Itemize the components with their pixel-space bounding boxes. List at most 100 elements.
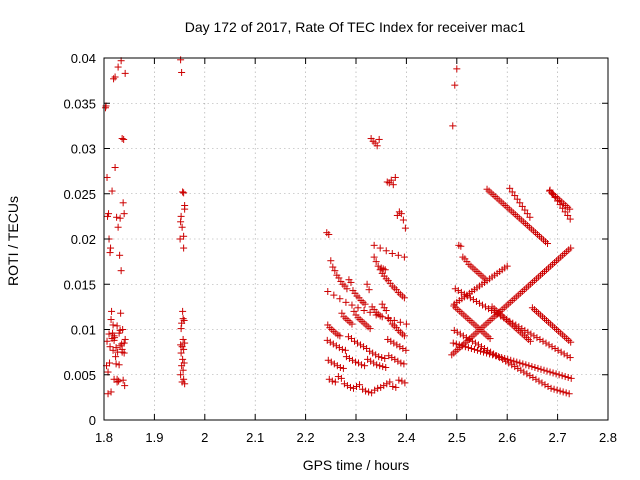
data-point xyxy=(119,376,127,384)
y-tick-label: 0.025 xyxy=(63,187,96,202)
data-point xyxy=(179,335,187,343)
data-point xyxy=(336,332,344,340)
data-point xyxy=(539,337,547,345)
data-point xyxy=(358,361,366,369)
data-point xyxy=(328,377,336,385)
data-point xyxy=(526,213,534,221)
data-point xyxy=(553,386,561,394)
data-point xyxy=(121,69,129,77)
data-point xyxy=(551,345,559,353)
data-point xyxy=(402,346,410,354)
data-point xyxy=(366,347,374,355)
data-point xyxy=(336,364,344,372)
data-point xyxy=(499,355,507,363)
data-point xyxy=(397,210,405,218)
data-point xyxy=(180,189,188,197)
data-point xyxy=(108,187,116,195)
data-point xyxy=(526,372,534,380)
data-point xyxy=(380,382,388,390)
data-point xyxy=(111,73,119,81)
data-point xyxy=(396,318,404,326)
data-point xyxy=(106,359,114,367)
data-point xyxy=(121,335,129,343)
data-point xyxy=(503,316,511,324)
data-point xyxy=(376,266,384,274)
data-point xyxy=(566,215,574,223)
data-point xyxy=(540,366,548,374)
data-point xyxy=(544,240,552,248)
data-point xyxy=(531,364,539,372)
data-point xyxy=(513,358,521,366)
data-point xyxy=(505,359,513,367)
data-point xyxy=(338,345,346,353)
data-point xyxy=(377,383,385,391)
data-point xyxy=(456,330,464,338)
data-point xyxy=(347,278,355,286)
data-point xyxy=(401,224,409,232)
data-point xyxy=(180,244,188,252)
data-point xyxy=(451,81,459,89)
data-point xyxy=(341,346,349,354)
data-point xyxy=(376,362,384,370)
data-point xyxy=(113,213,121,221)
data-point xyxy=(115,377,123,385)
data-point xyxy=(356,381,364,389)
data-point xyxy=(560,350,568,358)
data-point xyxy=(551,193,559,201)
data-point xyxy=(346,383,354,391)
data-point xyxy=(474,341,482,349)
data-point xyxy=(370,241,378,249)
data-point xyxy=(338,309,346,317)
data-point xyxy=(526,337,534,345)
data-point xyxy=(559,204,567,212)
data-point xyxy=(529,373,537,381)
data-point xyxy=(383,380,391,388)
data-point xyxy=(333,362,341,370)
data-point xyxy=(109,321,117,329)
data-point xyxy=(567,374,575,382)
data-point xyxy=(373,361,381,369)
data-point xyxy=(467,345,475,353)
data-point xyxy=(555,371,563,379)
data-point xyxy=(376,244,384,252)
data-point xyxy=(353,383,361,391)
data-point xyxy=(103,173,111,181)
data-point xyxy=(471,339,479,347)
y-tick-label: 0.015 xyxy=(63,277,96,292)
data-point xyxy=(107,316,115,324)
data-point xyxy=(348,356,356,364)
data-point xyxy=(500,314,508,322)
data-point xyxy=(342,298,350,306)
data-point xyxy=(121,382,129,390)
data-point xyxy=(565,390,573,398)
x-tick-label: 2.5 xyxy=(448,430,466,445)
data-point xyxy=(549,369,557,377)
data-point xyxy=(554,197,562,205)
x-tick-label: 2.3 xyxy=(347,430,365,445)
data-point xyxy=(179,355,187,363)
data-point xyxy=(521,206,529,214)
data-point xyxy=(513,195,521,203)
x-tick-label: 2.8 xyxy=(599,430,617,445)
data-point xyxy=(359,385,367,393)
data-point xyxy=(374,262,382,270)
data-point xyxy=(392,383,400,391)
data-point xyxy=(117,267,125,275)
data-point xyxy=(530,332,538,340)
data-point xyxy=(545,341,553,349)
x-tick-label: 2.1 xyxy=(246,430,264,445)
data-point xyxy=(179,307,187,315)
data-point xyxy=(479,301,487,309)
data-point xyxy=(120,135,128,143)
data-point xyxy=(342,353,350,361)
data-point xyxy=(476,347,484,355)
data-point xyxy=(378,313,386,321)
data-point xyxy=(534,364,542,372)
data-point xyxy=(337,374,345,382)
data-point xyxy=(400,294,408,302)
data-point xyxy=(506,184,514,192)
data-point xyxy=(371,386,379,394)
data-point xyxy=(382,306,390,314)
data-point xyxy=(385,352,393,360)
data-point xyxy=(179,366,187,374)
